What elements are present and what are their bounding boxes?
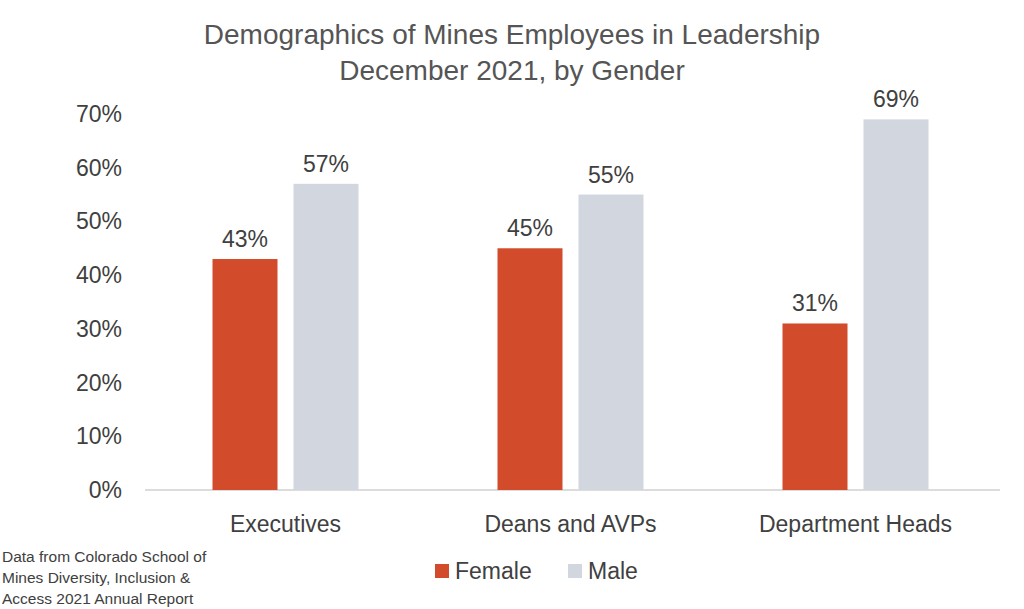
data-label: 31% — [792, 290, 838, 316]
y-tick-label: 50% — [76, 208, 122, 234]
x-tick-label: Executives — [230, 511, 341, 537]
data-label: 45% — [507, 215, 553, 241]
bars — [213, 119, 929, 490]
y-tick — [141, 221, 145, 222]
data-label: 57% — [303, 151, 349, 177]
bar — [864, 119, 929, 490]
y-tick — [141, 382, 145, 383]
annotation: Data from Colorado School of — [2, 548, 207, 565]
y-tick — [141, 114, 145, 115]
legend-label: Female — [455, 558, 532, 584]
y-tick — [141, 328, 145, 329]
x-tick-label: Department Heads — [759, 511, 952, 537]
data-label: 69% — [873, 86, 919, 112]
legend-label: Male — [588, 558, 638, 584]
annotation: Access 2021 Annual Report — [2, 590, 194, 607]
y-tick-label: 20% — [76, 370, 122, 396]
legend-swatch — [568, 564, 582, 578]
bar — [498, 248, 563, 490]
annotation: Mines Diversity, Inclusion & — [2, 569, 191, 586]
data-label: 43% — [222, 226, 268, 252]
bar — [783, 323, 848, 490]
y-tick-label: 10% — [76, 423, 122, 449]
y-tick-label: 70% — [76, 101, 122, 127]
bar — [213, 259, 278, 490]
y-tick — [141, 167, 145, 168]
bar — [579, 195, 644, 490]
y-tick-label: 40% — [76, 262, 122, 288]
y-tick-label: 30% — [76, 316, 122, 342]
bar — [294, 184, 359, 490]
y-axis: 0% 10% 20% 30% 40% 50% 60% 70% — [76, 101, 145, 503]
subtitle: December 2021, by Gender — [339, 55, 685, 86]
y-tick-label: 60% — [76, 155, 122, 181]
y-tick — [141, 436, 145, 437]
y-tick-label: 0% — [89, 477, 122, 503]
title: Demographics of Mines Employees in Leade… — [204, 19, 820, 50]
y-tick — [141, 490, 145, 491]
y-tick — [141, 275, 145, 276]
data-label: 55% — [588, 162, 634, 188]
x-tick-label: Deans and AVPs — [484, 511, 656, 537]
legend-swatch — [435, 564, 449, 578]
data-labels: 43% 57% 45% 55% 31% 69% — [222, 86, 919, 316]
legend: Female Male — [435, 558, 638, 584]
chart: Demographics of Mines Employees in Leade… — [0, 0, 1024, 609]
